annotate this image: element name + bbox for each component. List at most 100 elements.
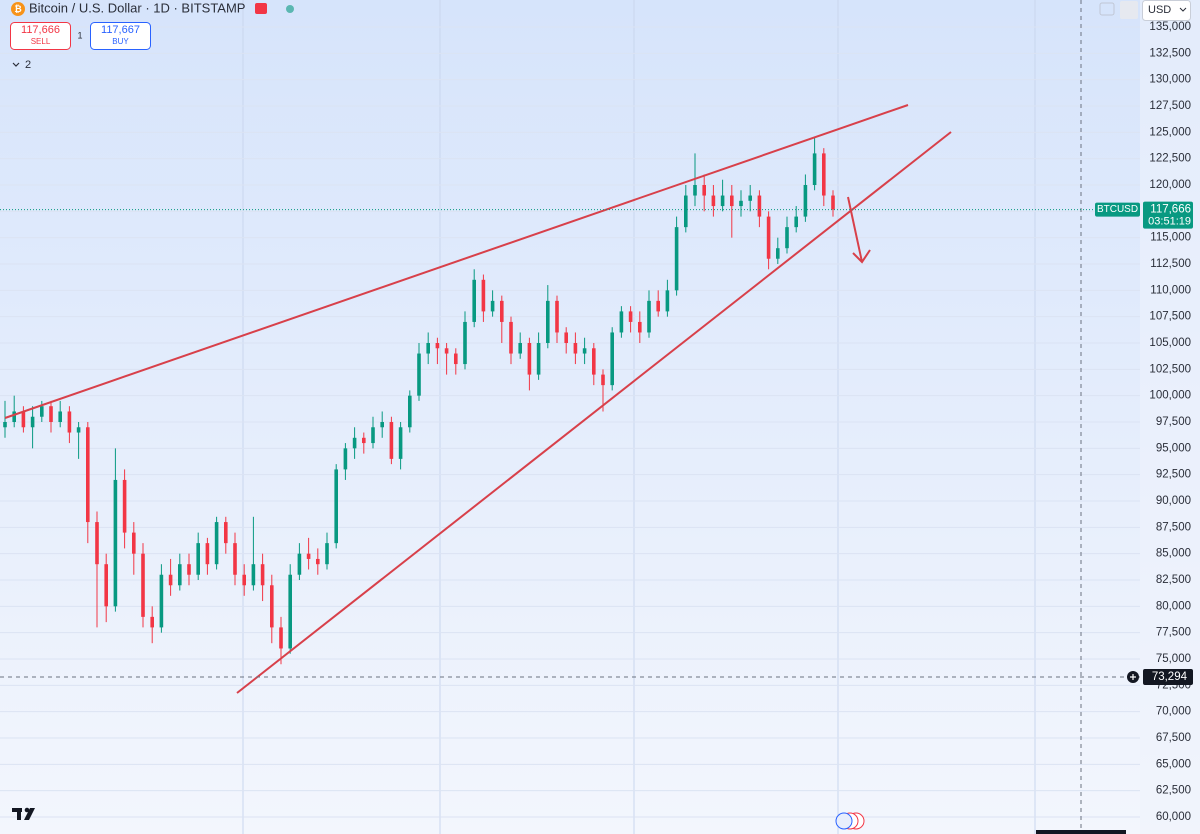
symbol-label: BTCUSD <box>1097 204 1138 215</box>
candle-body <box>518 343 522 354</box>
indicators-count: 2 <box>25 59 31 71</box>
candle-body <box>766 216 771 259</box>
y-tick-label: 112,500 <box>1150 258 1191 270</box>
candle-body <box>398 427 403 459</box>
y-tick-label: 125,000 <box>1149 126 1191 138</box>
y-tick-label: 62,500 <box>1156 785 1191 797</box>
candle-body <box>224 522 228 544</box>
y-tick-label: 102,500 <box>1149 363 1191 375</box>
candle-body <box>187 564 191 575</box>
candle-body <box>21 411 26 428</box>
y-tick-label: 82,500 <box>1156 574 1191 586</box>
candle-body <box>205 543 210 565</box>
y-tick-label: 110,000 <box>1150 284 1191 296</box>
buy-label: BUY <box>112 37 129 46</box>
candle-body <box>417 353 421 396</box>
candle-body <box>408 395 412 428</box>
y-tick-label: 75,000 <box>1156 653 1191 665</box>
candle-body <box>288 574 292 649</box>
candle-body <box>803 185 808 217</box>
sell-button[interactable] <box>10 22 71 50</box>
candle-body <box>362 437 366 444</box>
candle-body <box>122 479 127 533</box>
candle-body <box>49 406 53 422</box>
y-tick-label: 132,500 <box>1149 47 1191 59</box>
candle-body <box>104 564 108 607</box>
candle-body <box>316 558 320 565</box>
trend-lines <box>4 104 952 694</box>
candle-body <box>279 627 283 649</box>
candle-body <box>794 216 798 228</box>
candle-body <box>656 300 660 312</box>
candle-body <box>242 574 246 586</box>
candle-body <box>500 300 504 322</box>
candle-body <box>325 543 329 565</box>
candle-body <box>58 411 62 422</box>
candle-body <box>141 553 145 617</box>
candle-body <box>601 374 605 386</box>
countdown: 03:51:19 <box>1148 215 1191 227</box>
events-icon[interactable] <box>835 812 865 830</box>
symbol-title[interactable]: Bitcoin / U.S. Dollar · 1D · BITSTAMP <box>29 0 245 15</box>
flag-icon[interactable] <box>255 3 267 14</box>
y-tick-label: 115,000 <box>1150 232 1191 244</box>
sell-label: SELL <box>31 37 51 46</box>
currency-select[interactable] <box>1142 0 1191 21</box>
candle-body <box>306 553 311 559</box>
tradingview-logo <box>12 807 35 820</box>
candle-body <box>40 406 44 417</box>
vertical-grid <box>242 0 1036 834</box>
candle-body <box>684 195 688 228</box>
upper-trend-line[interactable] <box>4 104 909 419</box>
candle-body <box>67 411 72 433</box>
y-tick-label: 122,500 <box>1149 153 1191 165</box>
candle-body <box>702 185 706 196</box>
candle-body <box>371 427 375 444</box>
candle-body <box>168 574 173 586</box>
screenshot-icon[interactable] <box>1120 1 1138 19</box>
y-tick-label: 87,500 <box>1156 521 1191 533</box>
y-tick-label: 100,000 <box>1149 390 1191 402</box>
add-alert-plus <box>1130 673 1136 680</box>
candle-body <box>352 437 357 449</box>
candle-body <box>693 185 697 196</box>
candle-body <box>647 300 651 333</box>
candle-body <box>113 479 118 607</box>
candle-body <box>472 279 476 322</box>
bitcoin-logo-glyph: ₿ <box>14 4 21 14</box>
candle-body <box>739 200 743 207</box>
y-tick-label: 107,500 <box>1149 311 1191 323</box>
candle-body <box>214 522 219 565</box>
candle-body <box>76 427 81 433</box>
candle-body <box>730 195 734 207</box>
y-tick-label: 135,000 <box>1149 21 1191 33</box>
currency-caret <box>1179 7 1187 12</box>
candle-body <box>619 311 624 333</box>
y-tick-label: 95,000 <box>1156 442 1191 454</box>
arrow-shaft[interactable] <box>847 196 863 263</box>
candle-body <box>463 321 467 365</box>
buy-price: 117,667 <box>101 24 140 36</box>
y-tick-label: 90,000 <box>1156 495 1191 507</box>
candle-body <box>251 564 256 586</box>
candle-body <box>30 416 35 428</box>
price-axis <box>1140 0 1200 834</box>
indicators-toggle[interactable] <box>12 62 20 67</box>
candle-body <box>785 227 789 249</box>
candle-body <box>12 411 16 422</box>
candle-body <box>564 332 568 343</box>
candle-body <box>233 543 237 575</box>
currency: USD <box>1148 4 1171 16</box>
candle-body <box>776 248 780 259</box>
candle-body <box>509 321 513 354</box>
candle-body <box>638 321 642 333</box>
spread: 1 <box>77 30 82 40</box>
candle-body <box>270 585 274 628</box>
candle-body <box>546 300 550 343</box>
y-tick-label: 120,000 <box>1149 179 1191 191</box>
lower-trend-line[interactable] <box>236 131 952 694</box>
buy-button[interactable] <box>90 22 151 50</box>
settings-icon[interactable] <box>1099 2 1115 16</box>
candle-body <box>812 153 817 185</box>
